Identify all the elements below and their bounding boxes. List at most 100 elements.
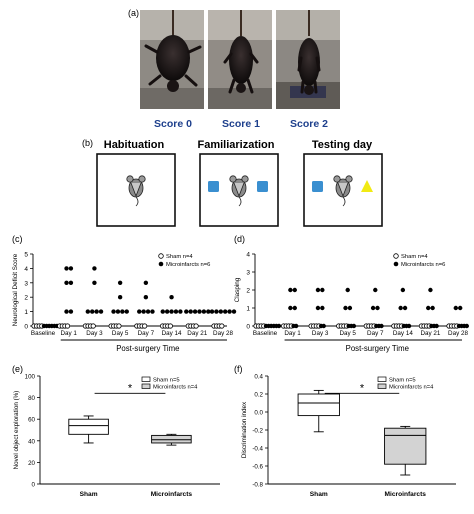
microinfarcts-point (68, 266, 74, 271)
microinfarcts-point (98, 309, 104, 314)
microinfarcts-point (90, 309, 95, 314)
panel-a-label: (a) (128, 8, 139, 18)
mouse-icon-tail (342, 196, 346, 207)
box (297, 393, 340, 417)
score-2-label: Score 2 (290, 118, 328, 130)
microinfarcts-point (117, 295, 123, 300)
microinfarcts-point (231, 309, 237, 314)
mouse-icon-ear (345, 175, 353, 183)
y-tick-label: 2 (246, 288, 250, 295)
y-tick-label: 3 (24, 280, 28, 287)
legend-microinfarcts-label: Microinfarcts n=4 (153, 385, 198, 391)
y-tick-label: 1 (246, 306, 250, 313)
microinfarcts-point (85, 309, 91, 314)
microinfarcts-point (351, 323, 357, 329)
x-tick-label: Day 21 (187, 330, 207, 337)
sham-point (167, 323, 173, 329)
microinfarcts-point (430, 305, 435, 311)
photo-score-0 (140, 10, 204, 109)
microinfarcts-point (434, 323, 439, 329)
familiar-object-left (208, 181, 219, 192)
microinfarcts-point (64, 266, 69, 271)
microinfarcts-point (315, 305, 321, 311)
x-tick-label: Baseline (253, 330, 278, 337)
y-tick-label: 1 (24, 309, 28, 316)
microinfarcts-point (292, 305, 297, 311)
x-tick-label: Day 7 (367, 330, 384, 337)
microinfarcts-point (141, 309, 146, 314)
legend-microinfarcts-swatch (141, 383, 151, 389)
microinfarcts-point (214, 309, 219, 314)
y-tick-label: 0.4 (254, 374, 263, 381)
x-tick-label: Baseline (31, 330, 56, 337)
microinfarcts-point (120, 309, 125, 314)
mouse-icon (126, 175, 146, 207)
x-tick-label: Day 14 (162, 330, 182, 337)
legend-sham-marker (393, 253, 399, 259)
x-tick-label: Sham (310, 491, 328, 498)
microinfarcts-point (426, 305, 431, 311)
microinfarcts-point (64, 309, 69, 314)
panel-d-label: (d) (234, 234, 245, 244)
microinfarcts-point (169, 309, 174, 314)
sham-point (193, 323, 199, 329)
microinfarcts-point (345, 287, 350, 293)
x-tick-label: Day 1 (60, 330, 77, 337)
y-tick-label: -0.4 (252, 446, 263, 453)
microinfarcts-point (92, 280, 97, 285)
mouse-icon-tail (238, 196, 242, 207)
familiar-object-right (257, 181, 268, 192)
mouse-icon-ear (138, 175, 146, 183)
legend-sham-marker (158, 253, 164, 259)
microinfarcts-point (406, 323, 412, 329)
microinfarcts-point (379, 323, 384, 329)
y-tick-label: 60 (28, 417, 35, 424)
microinfarcts-point (288, 287, 293, 293)
microinfarcts-point (209, 309, 215, 314)
y-tick-label: 80 (28, 395, 35, 402)
microinfarcts-point (218, 309, 223, 314)
mouse-icon-face (130, 182, 142, 198)
panel-c-label: (c) (12, 234, 23, 244)
mouse-icon-face (337, 182, 349, 198)
box (384, 427, 427, 465)
x-tick-label: Day 3 (312, 330, 329, 337)
x-tick-label: Day 28 (213, 330, 233, 337)
sham-point (219, 323, 225, 329)
x-tick-label: Day 14 (393, 330, 413, 337)
y-tick-label: 0.0 (254, 410, 263, 417)
microinfarcts-point (145, 309, 151, 314)
microinfarcts-point (137, 309, 142, 314)
novel-object-triangle (361, 180, 373, 192)
x-tick-label: Microinfarcts (151, 491, 193, 498)
sham-point (64, 323, 71, 329)
microinfarcts-point (192, 309, 198, 314)
chart-novel-object: 0 20 40 60 80 100 Novel object exploration (%)… (13, 374, 220, 498)
y-axis-title: Discrimination index (241, 401, 248, 458)
microinfarcts-point (453, 305, 458, 311)
microinfarcts-point (143, 295, 149, 300)
legend-microinfarcts-swatch (377, 383, 387, 389)
legend-microinfarcts-label: Microinfarcts n=4 (389, 385, 434, 391)
microinfarcts-point (160, 309, 165, 314)
box (151, 434, 192, 444)
mouse-icon-face (233, 182, 245, 198)
y-tick-label: 0 (32, 482, 36, 489)
chart-neuro-deficit: 0 1 2 3 4 5 Baseline Day 1 Day 3 Day 5 Day 7 Day 14… (12, 252, 237, 353)
microinfarcts-point (92, 266, 97, 271)
y-tick-label: 4 (24, 266, 28, 273)
legend-microinfarcts-marker (158, 261, 164, 267)
y-tick-label: 0.2 (254, 392, 263, 399)
photo-score-2 (276, 10, 340, 109)
sham-point (142, 323, 148, 329)
mouse-icons (126, 175, 353, 207)
x-tick-label: Day 3 (86, 330, 103, 337)
microinfarcts-point (458, 305, 463, 311)
legend-sham-label: Sham n=5 (389, 378, 416, 384)
microinfarcts-point (68, 280, 74, 285)
microinfarcts-point (398, 305, 403, 311)
stage-familiarization-title: Familiarization (197, 139, 274, 151)
microinfarcts-point (188, 309, 193, 314)
